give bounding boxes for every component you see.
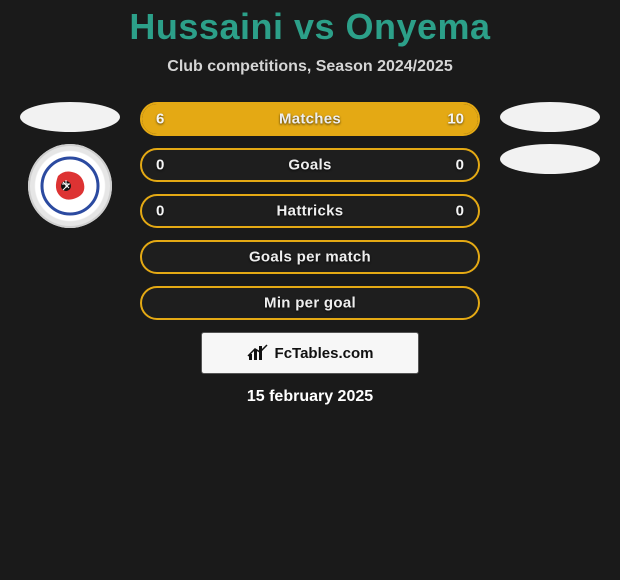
stats-bars: 610Matches 00Goals 00Hattricks Goals per ma… xyxy=(140,90,480,320)
stat-bar: 00Hattricks xyxy=(140,194,480,228)
brand-panel[interactable]: FcTables.com xyxy=(201,332,419,374)
left-club-badge xyxy=(28,144,112,228)
stat-bar: 00Goals xyxy=(140,148,480,182)
right-player-column xyxy=(490,90,610,174)
left-player-column xyxy=(10,90,130,228)
subtitle: Club competitions, Season 2024/2025 xyxy=(0,58,620,76)
right-club-badge-placeholder xyxy=(500,144,600,174)
stat-label: Hattricks xyxy=(142,203,478,220)
brand-text: FcTables.com xyxy=(275,345,374,362)
right-player-avatar xyxy=(500,102,600,132)
snapshot-date: 15 february 2025 xyxy=(0,388,620,406)
stat-label: Min per goal xyxy=(142,295,478,312)
comparison-grid: 610Matches 00Goals 00Hattricks Goals per ma… xyxy=(0,90,620,320)
stat-label: Goals per match xyxy=(142,249,478,266)
stat-bar: Goals per match xyxy=(140,240,480,274)
stat-label: Matches xyxy=(142,111,478,128)
stat-bar: 610Matches xyxy=(140,102,480,136)
bar-chart-icon xyxy=(247,344,269,362)
page-title: Hussaini vs Onyema xyxy=(0,6,620,48)
niger-tornadoes-icon xyxy=(40,156,100,216)
left-player-avatar xyxy=(20,102,120,132)
stat-label: Goals xyxy=(142,157,478,174)
comparison-card: Hussaini vs Onyema Club competitions, Se… xyxy=(0,0,620,406)
stat-bar: Min per goal xyxy=(140,286,480,320)
